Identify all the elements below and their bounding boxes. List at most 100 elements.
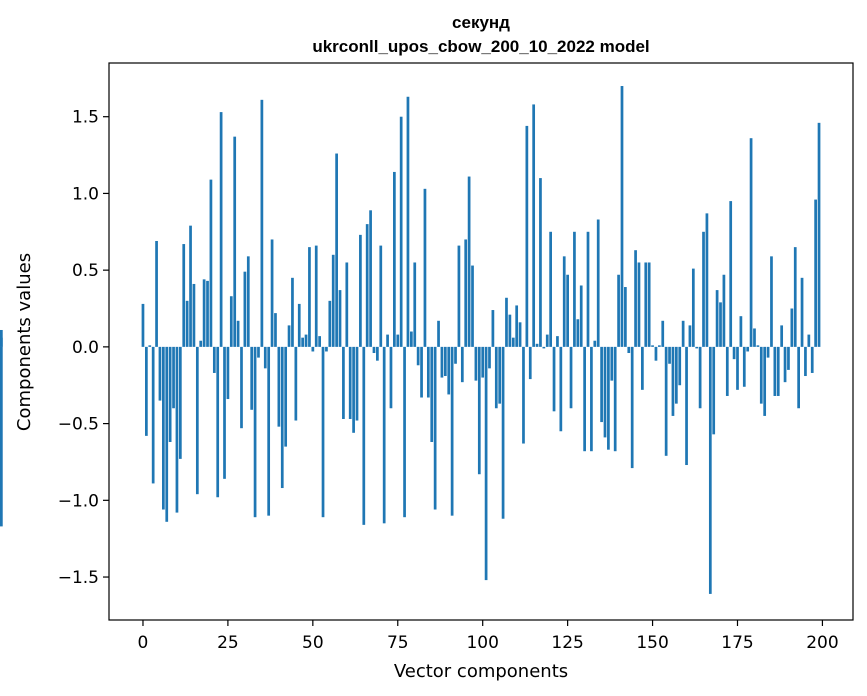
bar [172, 346, 175, 409]
bar [410, 331, 413, 347]
bar [719, 302, 722, 347]
bar [586, 231, 590, 347]
bar [746, 346, 750, 352]
bar [511, 337, 515, 347]
bar [793, 247, 797, 347]
bar [403, 346, 406, 518]
bar [651, 345, 654, 347]
bar [515, 305, 519, 347]
bar [460, 346, 464, 383]
x-tick-label: 100 [466, 633, 498, 653]
bar [396, 334, 400, 347]
y-tick-label: −1.5 [58, 568, 99, 588]
bar [681, 320, 685, 347]
bar [246, 256, 250, 347]
bar [488, 346, 491, 369]
bar [620, 86, 624, 347]
bar [559, 346, 563, 432]
bar [729, 201, 733, 347]
bar [199, 340, 203, 347]
bar [613, 346, 617, 452]
x-tick-label: 200 [806, 633, 838, 653]
bar [702, 231, 705, 347]
bar [206, 280, 209, 347]
bar [753, 328, 756, 347]
bar [257, 346, 260, 358]
bar [617, 274, 620, 347]
bar [209, 179, 213, 347]
bar [661, 320, 665, 347]
bar [192, 283, 196, 347]
bar-series [0, 86, 821, 594]
bar [413, 262, 417, 347]
bar [556, 336, 559, 347]
bar [481, 346, 485, 378]
bar [342, 346, 345, 419]
bar [471, 265, 474, 347]
bar [229, 296, 233, 347]
bar [321, 346, 325, 518]
bar [501, 346, 505, 519]
bar [807, 334, 811, 347]
bar [695, 346, 699, 349]
bar [145, 346, 148, 436]
x-tick-label: 0 [138, 633, 149, 653]
bar [532, 104, 536, 347]
bar [573, 231, 576, 347]
bar [162, 346, 165, 510]
bar [691, 268, 695, 347]
bar [311, 346, 315, 352]
bar [647, 262, 651, 347]
bar [522, 346, 525, 444]
bar [304, 334, 308, 347]
bar [393, 171, 396, 347]
bar [437, 320, 440, 347]
bar [698, 346, 702, 409]
bar [423, 188, 427, 347]
bar [226, 346, 230, 400]
bar [566, 274, 569, 347]
x-tick-label: 150 [636, 633, 668, 653]
y-tick-label: −1.0 [58, 491, 99, 511]
bar [742, 346, 746, 387]
bar [671, 346, 675, 416]
x-axis: 0 25 50 75 100 125 150 175 200 [138, 620, 839, 653]
x-tick-label: 175 [721, 633, 753, 653]
bar [630, 346, 634, 469]
bar [389, 346, 393, 409]
bar [817, 122, 821, 347]
bar [372, 346, 376, 354]
x-tick-label: 50 [302, 633, 324, 653]
bar [426, 346, 430, 398]
bar [539, 178, 542, 347]
bar [756, 345, 760, 347]
bar [406, 96, 410, 347]
bar [528, 346, 532, 380]
x-axis-label: Vector components [394, 661, 568, 682]
bar [294, 346, 298, 421]
bar [722, 274, 726, 347]
bar [518, 322, 522, 347]
bar [467, 176, 471, 347]
bar [270, 239, 274, 347]
bar [715, 290, 719, 347]
bar [610, 346, 614, 381]
bar [352, 346, 355, 433]
bar [267, 346, 271, 516]
bar [291, 277, 294, 347]
bar [484, 346, 488, 581]
bar [770, 256, 773, 347]
y-tick-label: 1.0 [72, 184, 99, 204]
bar [685, 346, 688, 466]
bar [175, 346, 179, 513]
bar [545, 334, 549, 347]
bar [260, 99, 264, 347]
bar [725, 346, 729, 396]
bar [233, 136, 237, 347]
bar [416, 346, 420, 366]
bar [430, 346, 434, 442]
bar [491, 310, 495, 347]
bar [318, 336, 321, 347]
bar [712, 346, 716, 435]
bar [399, 116, 403, 347]
